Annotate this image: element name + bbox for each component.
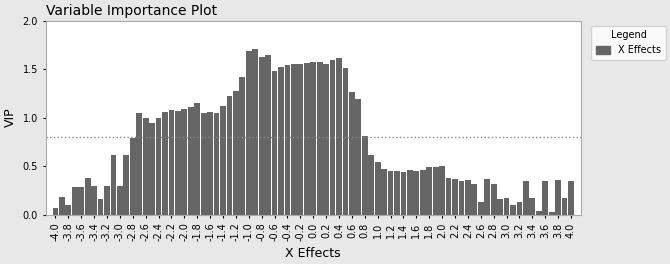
Bar xyxy=(66,205,71,215)
Bar xyxy=(323,64,329,215)
Legend: X Effects: X Effects xyxy=(591,26,666,60)
Bar xyxy=(317,62,322,215)
Bar xyxy=(246,51,252,215)
Bar xyxy=(175,111,181,215)
Bar xyxy=(220,106,226,215)
Bar xyxy=(84,178,90,215)
Bar xyxy=(182,109,187,215)
Bar xyxy=(458,181,464,215)
Bar xyxy=(111,154,117,215)
Bar xyxy=(207,112,213,215)
Bar xyxy=(465,180,471,215)
Bar xyxy=(375,162,381,215)
Bar xyxy=(169,110,174,215)
Bar xyxy=(259,56,265,215)
Bar xyxy=(98,199,103,215)
Bar xyxy=(394,171,400,215)
Bar xyxy=(413,171,419,215)
Bar xyxy=(561,198,567,215)
Bar xyxy=(136,113,142,215)
Bar xyxy=(330,59,336,215)
Bar xyxy=(381,169,387,215)
Bar xyxy=(491,184,496,215)
Bar xyxy=(529,198,535,215)
Bar xyxy=(426,167,432,215)
Bar xyxy=(149,122,155,215)
Bar xyxy=(162,112,168,215)
Bar xyxy=(542,181,548,215)
Bar xyxy=(401,172,406,215)
Bar xyxy=(78,187,84,215)
Bar xyxy=(194,103,200,215)
Bar xyxy=(355,99,361,215)
Bar xyxy=(362,136,368,215)
Bar xyxy=(433,167,439,215)
Bar xyxy=(472,184,477,215)
Bar xyxy=(278,67,284,215)
Bar xyxy=(452,179,458,215)
Bar xyxy=(342,68,348,215)
Bar xyxy=(59,197,65,215)
Bar xyxy=(265,55,271,215)
Bar xyxy=(407,170,413,215)
Bar xyxy=(253,49,258,215)
Bar xyxy=(117,186,123,215)
Bar xyxy=(369,154,374,215)
Bar xyxy=(201,113,206,215)
Bar xyxy=(310,62,316,215)
Bar xyxy=(130,138,135,215)
Y-axis label: VIP: VIP xyxy=(4,108,17,128)
Bar xyxy=(104,186,110,215)
Bar xyxy=(497,199,503,215)
Bar xyxy=(446,178,452,215)
Bar xyxy=(440,166,445,215)
Bar xyxy=(52,208,58,215)
Bar xyxy=(517,202,523,215)
X-axis label: X Effects: X Effects xyxy=(285,247,341,260)
Bar xyxy=(123,154,129,215)
Bar xyxy=(188,107,194,215)
Bar xyxy=(568,181,574,215)
Bar xyxy=(555,180,561,215)
Bar xyxy=(143,118,149,215)
Bar xyxy=(291,64,297,215)
Bar xyxy=(549,212,555,215)
Bar xyxy=(91,186,97,215)
Bar xyxy=(233,91,239,215)
Bar xyxy=(297,64,304,215)
Bar xyxy=(271,71,277,215)
Bar xyxy=(72,187,78,215)
Bar xyxy=(304,63,310,215)
Bar xyxy=(420,170,425,215)
Bar xyxy=(226,96,232,215)
Bar xyxy=(336,58,342,215)
Text: Variable Importance Plot: Variable Importance Plot xyxy=(46,4,217,18)
Bar xyxy=(285,65,290,215)
Bar xyxy=(388,171,393,215)
Bar xyxy=(510,205,516,215)
Bar xyxy=(536,211,542,215)
Bar xyxy=(504,198,509,215)
Bar xyxy=(349,92,355,215)
Bar xyxy=(155,118,161,215)
Bar xyxy=(484,179,490,215)
Bar xyxy=(214,113,220,215)
Bar xyxy=(478,202,484,215)
Bar xyxy=(239,77,245,215)
Bar xyxy=(523,181,529,215)
